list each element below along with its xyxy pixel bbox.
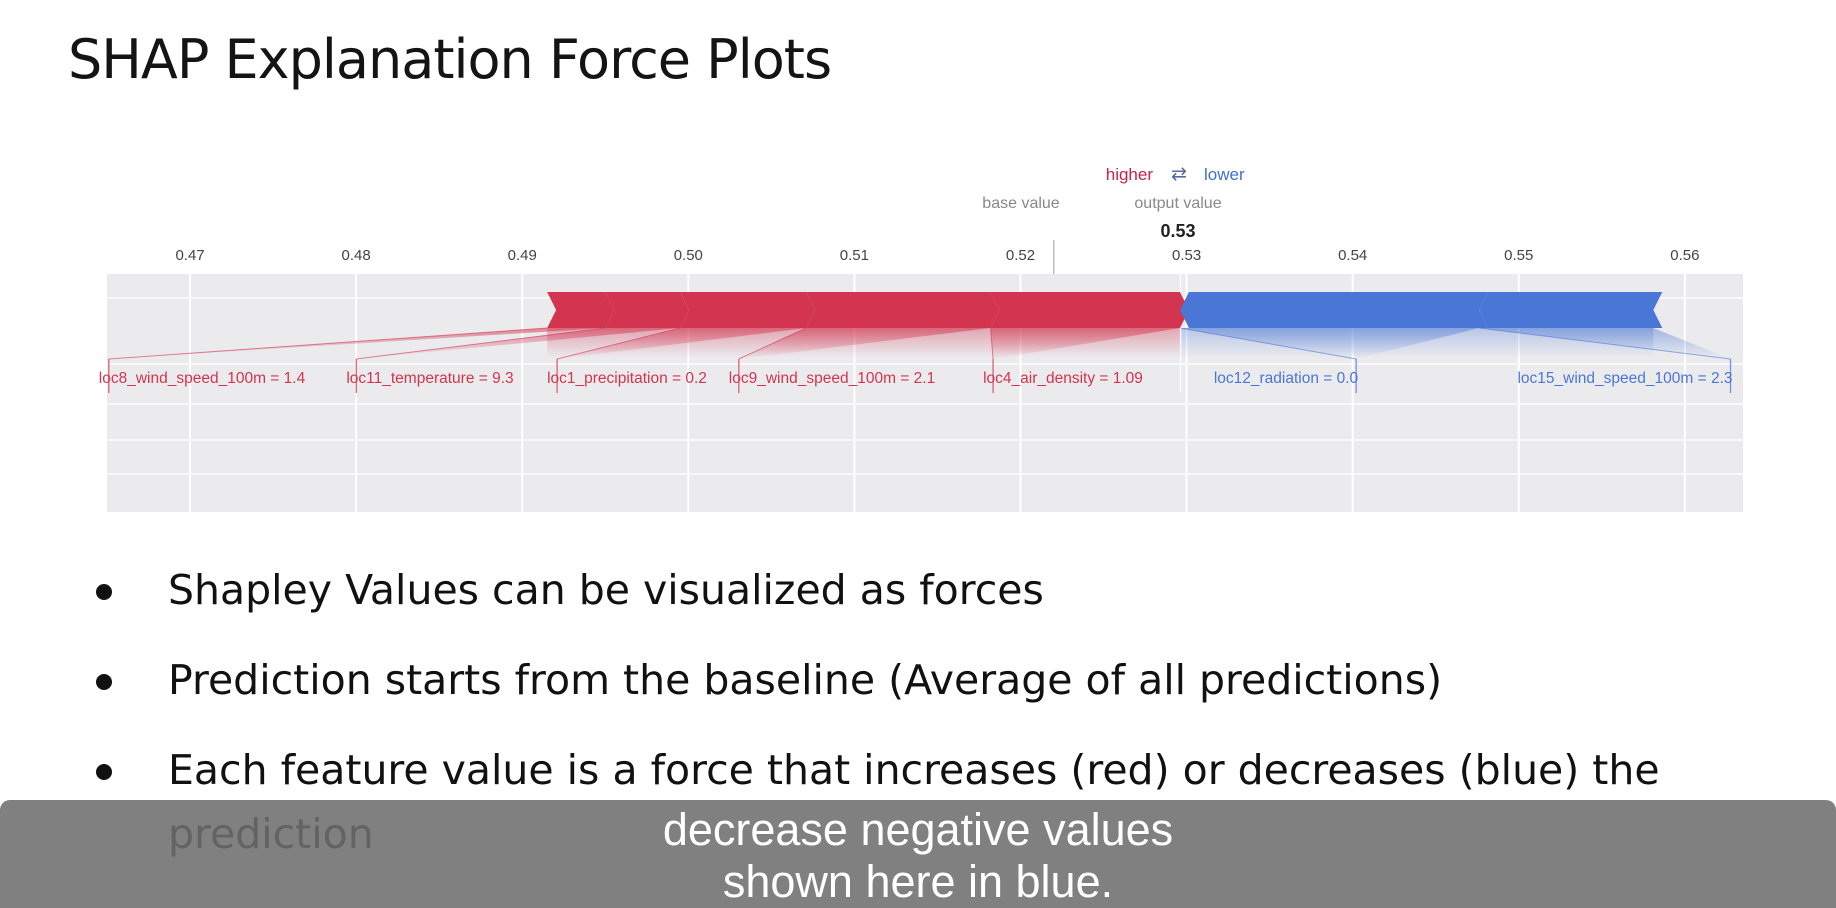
leader-line	[738, 327, 807, 360]
force-segments	[547, 292, 1663, 328]
tick-label: 0.48	[342, 247, 371, 264]
legend-arrows-icon: ⇄	[1171, 163, 1187, 185]
tick-label: 0.47	[175, 247, 204, 264]
legend-higher: higher	[1106, 165, 1154, 184]
force-segment	[1179, 292, 1488, 328]
leader-line	[356, 327, 606, 360]
tick-label: 0.49	[508, 247, 537, 264]
force-segment	[806, 292, 1000, 328]
force-segment	[1478, 292, 1663, 328]
feature-label: loc9_wind_speed_100m = 2.1	[729, 370, 935, 387]
bullet-dot-icon	[96, 674, 112, 690]
tick-label: 0.51	[840, 247, 869, 264]
legend-lower: lower	[1204, 165, 1245, 184]
tick-label: 0.54	[1338, 247, 1367, 264]
connectors	[108, 274, 1732, 393]
leader-line	[990, 327, 994, 360]
connector-wedge	[990, 328, 1180, 359]
leader-line	[1478, 327, 1731, 360]
feature-label: loc12_radiation = 0.0	[1214, 370, 1359, 387]
connector-wedge	[356, 328, 681, 359]
connector-wedge	[738, 328, 991, 359]
feature-label: loc15_wind_speed_100m = 2.3	[1517, 370, 1732, 387]
bullet-dot-icon	[96, 764, 112, 780]
force-segment	[547, 292, 615, 328]
force-segment	[990, 292, 1189, 328]
slide-title: SHAP Explanation Force Plots	[68, 28, 832, 91]
tick-label: 0.50	[674, 247, 703, 264]
subtitle-caption: decrease negative values shown here in b…	[0, 800, 1836, 908]
bullet-text: Prediction starts from the baseline (Ave…	[168, 656, 1443, 704]
tick-labels: 0.47 0.48 0.49 0.50 0.51 0.52 0.53 0.54 0.55 0.56	[175, 247, 1699, 264]
connector-wedge	[108, 328, 606, 359]
caption-line-2: shown here in blue.	[722, 856, 1114, 907]
output-value: 0.53	[1160, 221, 1195, 241]
leader-line	[1179, 327, 1357, 360]
leader-line	[108, 327, 548, 360]
feature-labels: loc8_wind_speed_100m = 1.4 loc11_temperat…	[99, 370, 1733, 387]
bullet-item: Prediction starts from the baseline (Ave…	[96, 648, 1728, 712]
connector-wedge	[557, 328, 807, 359]
bullet-dot-icon	[96, 584, 112, 600]
feature-label: loc11_temperature = 9.3	[346, 370, 513, 387]
tick-label: 0.53	[1172, 247, 1201, 264]
bullet-item: Shapley Values can be visualized as forc…	[96, 558, 1728, 622]
force-segment	[605, 292, 690, 328]
base-value-label: base value	[982, 195, 1059, 212]
tick-label: 0.52	[1006, 247, 1035, 264]
force-segment	[680, 292, 816, 328]
connector-wedge	[1179, 328, 1479, 359]
force-plot: higher ⇄ lower base value output value 0…	[99, 163, 1743, 512]
caption-line-1: decrease negative values	[662, 804, 1174, 855]
tick-label: 0.55	[1504, 247, 1533, 264]
leader-line	[556, 327, 681, 360]
feature-label: loc4_air_density = 1.09	[983, 370, 1143, 387]
feature-label: loc8_wind_speed_100m = 1.4	[99, 370, 306, 387]
output-value-label: output value	[1134, 195, 1221, 212]
bullet-text: Shapley Values can be visualized as forc…	[168, 566, 1044, 614]
feature-label: loc1_precipitation = 0.2	[547, 370, 707, 387]
tick-label: 0.56	[1670, 247, 1699, 264]
